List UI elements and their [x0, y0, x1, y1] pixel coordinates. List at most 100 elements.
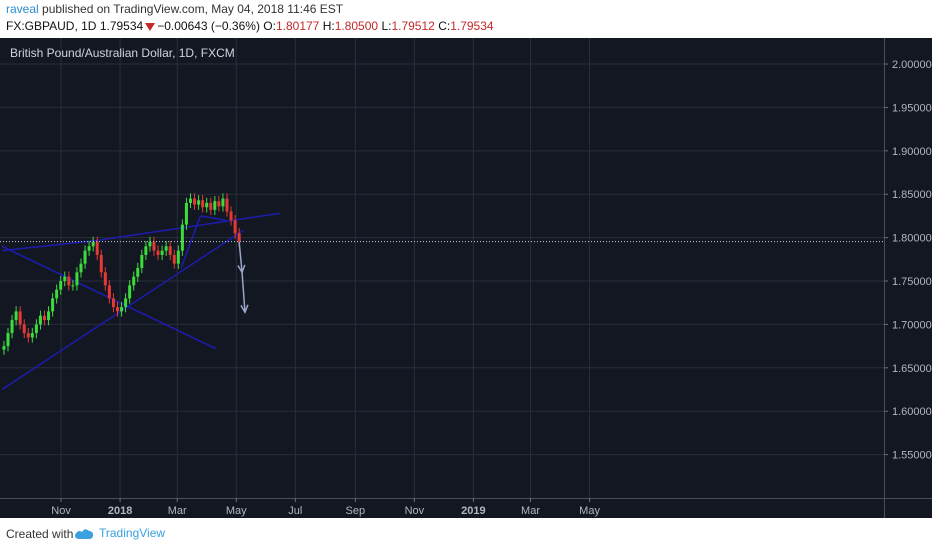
tradingview-brand: TradingView — [99, 526, 166, 540]
candle-body — [144, 246, 148, 255]
arrow-head — [240, 304, 249, 314]
candle-body — [99, 254, 103, 273]
candle-body — [213, 201, 217, 210]
symbol-label: FX:GBPAUD, 1D — [6, 19, 97, 33]
candle-body — [115, 307, 119, 312]
y-tick-label: 1.65000 — [892, 363, 932, 375]
candle-body — [59, 281, 63, 290]
created-with-text: Created with — [6, 527, 74, 541]
close-label: C: — [438, 19, 451, 33]
open-value: 1.80177 — [275, 19, 320, 33]
projection-arrows — [237, 241, 249, 314]
candle-body — [103, 272, 107, 286]
candle-body — [193, 198, 197, 205]
candle-body — [229, 211, 233, 221]
candle-body — [83, 250, 87, 264]
y-axis-labels: 2.00000 1.95000 1.90000 1.85000 1.80000 1.750… — [884, 59, 932, 462]
x-tick-label: Mar — [168, 505, 187, 517]
y-tick-label: 2.00000 — [892, 59, 932, 71]
candle-body — [217, 201, 221, 207]
x-tick-label: May — [226, 505, 247, 517]
candles — [2, 193, 241, 355]
candle-body — [107, 285, 111, 299]
candle-body — [237, 233, 241, 242]
candle-body — [30, 333, 34, 338]
price-chart[interactable]: 2.00000 1.95000 1.90000 1.85000 1.80000 1.750… — [0, 38, 932, 518]
published-text: published on TradingView.com, May 04, 20… — [38, 2, 344, 16]
candle-body — [34, 324, 38, 334]
x-tick-label: 2018 — [108, 505, 132, 517]
candle-body — [22, 324, 26, 334]
x-tick-label: Nov — [405, 505, 425, 517]
candle-body — [124, 298, 128, 308]
x-tick-label: 2019 — [461, 505, 485, 517]
candle-body — [87, 246, 91, 251]
candle-body — [132, 276, 136, 286]
trendline — [180, 215, 202, 269]
candle-body — [91, 241, 95, 247]
candle-body — [221, 198, 225, 207]
candle-body — [176, 250, 180, 264]
low-label: L: — [381, 19, 392, 33]
candle-body — [38, 315, 42, 325]
candle-body — [51, 298, 55, 312]
candle-body — [67, 276, 71, 286]
candle-body — [71, 285, 75, 287]
candle-body — [160, 250, 164, 255]
y-tick-label: 1.60000 — [892, 406, 932, 418]
candle-body — [79, 263, 83, 273]
candle-body — [148, 241, 152, 247]
candle-body — [188, 198, 192, 203]
high-label: H: — [322, 19, 335, 33]
high-value: 1.80500 — [334, 19, 379, 33]
candle-body — [184, 202, 188, 225]
candle-body — [120, 307, 124, 312]
candle-body — [14, 311, 18, 321]
candle-body — [128, 285, 132, 299]
candle-body — [140, 254, 144, 268]
candle-body — [233, 220, 237, 234]
trendline — [1, 239, 99, 252]
y-tick-label: 1.75000 — [892, 276, 932, 288]
candle-body — [172, 254, 176, 264]
candle-body — [55, 289, 59, 299]
x-axis-labels: Nov 2018 Mar May Jul Sep Nov 2019 Mar May — [51, 498, 600, 517]
candle-body — [209, 202, 213, 210]
chart-background — [0, 38, 932, 518]
candle-body — [42, 315, 46, 321]
author-link[interactable]: raveal — [6, 2, 39, 16]
candle-body — [201, 200, 205, 208]
candle-body — [95, 241, 99, 255]
footer: Created with TradingView — [0, 518, 932, 550]
down-arrow-icon — [145, 22, 156, 31]
candle-body — [197, 200, 201, 205]
ohlc-readout: FX:GBPAUD, 1D 1.79534 −0.00643 (−0.36%) O… — [6, 19, 494, 33]
candle-body — [75, 272, 79, 286]
tradingview-logo-icon — [75, 529, 93, 539]
y-tick-label: 1.70000 — [892, 319, 932, 331]
candle-body — [10, 320, 14, 334]
candle-body — [225, 198, 229, 212]
candle-body — [136, 268, 140, 277]
candle-body — [63, 276, 67, 282]
price-axis[interactable] — [884, 38, 932, 518]
last-price: 1.79534 — [99, 19, 144, 33]
chart-title: British Pound/Australian Dollar, 1D, FXC… — [10, 46, 235, 60]
price-axis-border — [884, 38, 885, 518]
tradingview-link[interactable]: TradingView — [74, 526, 165, 540]
grid-lines — [0, 38, 884, 498]
candle-body — [26, 333, 30, 338]
chart-header: raveal published on TradingView.com, May… — [0, 0, 932, 38]
x-tick-label: Sep — [346, 505, 366, 517]
low-value: 1.79512 — [391, 19, 435, 33]
x-tick-label: Mar — [521, 505, 540, 517]
candle-body — [2, 346, 6, 350]
publish-info: raveal published on TradingView.com, May… — [6, 2, 343, 16]
close-value: 1.79534 — [450, 19, 494, 33]
x-tick-label: May — [579, 505, 600, 517]
x-tick-label: Jul — [288, 505, 302, 517]
open-label: O: — [263, 19, 276, 33]
x-tick-label: Nov — [51, 505, 71, 517]
candle-body — [152, 241, 156, 251]
candle-body — [18, 311, 22, 325]
